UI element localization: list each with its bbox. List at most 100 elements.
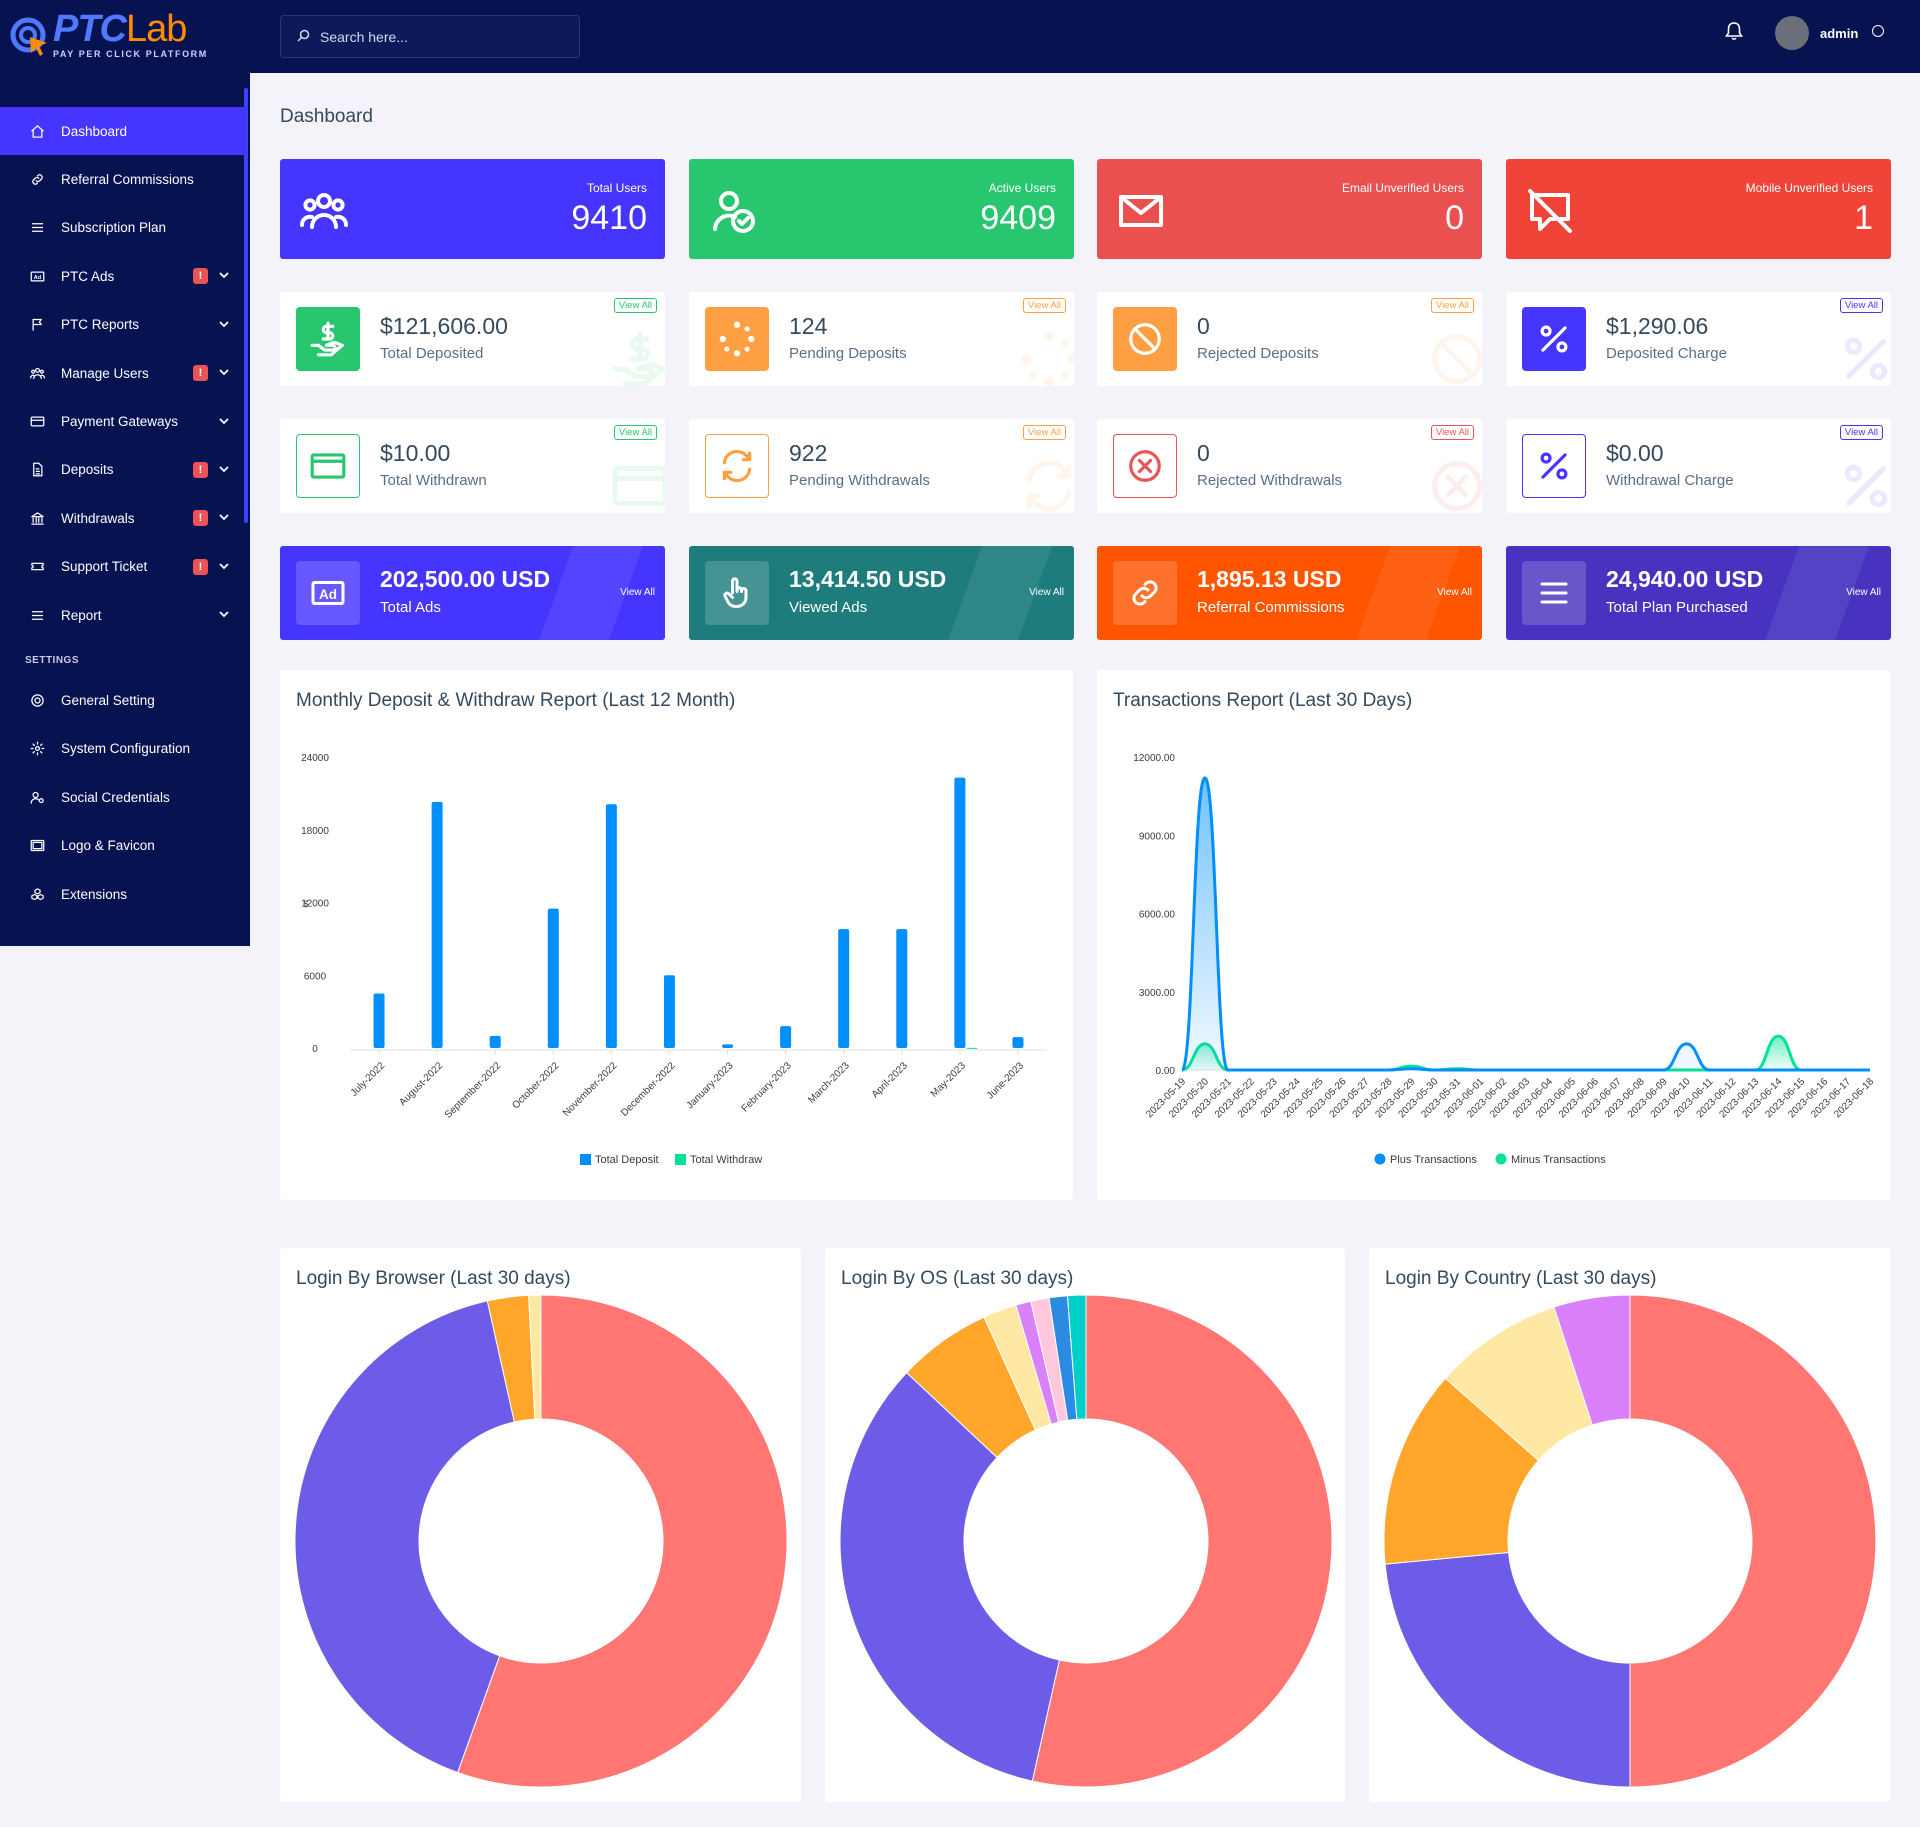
stat-card-total-users[interactable]: Total Users 9410 bbox=[280, 159, 665, 259]
list-icon bbox=[28, 220, 46, 236]
sidebar-item-extensions[interactable]: Extensions bbox=[0, 870, 250, 918]
sidebar-item-ptc-ads[interactable]: Ad PTC Ads! bbox=[0, 252, 250, 300]
donut-slice[interactable] bbox=[1066, 1294, 1087, 1420]
legend-label[interactable]: Minus Transactions bbox=[1511, 1154, 1606, 1166]
bar-total-deposit[interactable] bbox=[954, 777, 966, 1048]
bar-total-deposit[interactable] bbox=[663, 975, 675, 1048]
sidebar-item-label: Withdrawals bbox=[61, 510, 135, 526]
sidebar-item-dashboard[interactable]: Dashboard bbox=[0, 107, 246, 156]
stat-value: $121,606.00 bbox=[380, 313, 508, 339]
monthly-report-card: Monthly Deposit & Withdraw Report (Last … bbox=[280, 670, 1073, 1200]
chevron-down-icon[interactable] bbox=[219, 512, 229, 524]
donut-slice[interactable] bbox=[1384, 1551, 1631, 1788]
legend-swatch bbox=[675, 1154, 686, 1165]
view-all-button[interactable]: View All bbox=[1430, 298, 1474, 313]
stat-value: $1,290.06 bbox=[1606, 313, 1709, 339]
stat-value: 24,940.00 USD bbox=[1606, 566, 1764, 592]
bar-total-deposit[interactable] bbox=[373, 993, 385, 1048]
chevron-down-icon[interactable] bbox=[219, 561, 229, 573]
bar-total-deposit[interactable] bbox=[547, 908, 559, 1048]
y-axis-label: $ bbox=[303, 899, 308, 909]
bar-total-deposit[interactable] bbox=[605, 804, 617, 1048]
sidebar-item-subscription-plan[interactable]: Subscription Plan bbox=[0, 204, 250, 252]
view-all-button[interactable]: View All bbox=[1022, 425, 1066, 440]
legend-label[interactable]: Plus Transactions bbox=[1390, 1154, 1477, 1166]
search-input[interactable]: Search here... bbox=[320, 28, 408, 45]
bell-icon[interactable] bbox=[1725, 21, 1743, 46]
stat-card-total-ads: Ad 202,500.00 USD Total Ads View All bbox=[280, 546, 665, 640]
bar-total-withdraw[interactable] bbox=[966, 1047, 978, 1049]
sidebar-item-referral-commissions[interactable]: Referral Commissions bbox=[0, 155, 250, 203]
legend-label[interactable]: Total Deposit bbox=[595, 1154, 659, 1166]
legend-swatch bbox=[1374, 1153, 1386, 1165]
legend-label[interactable]: Total Withdraw bbox=[690, 1154, 762, 1166]
bar-total-deposit[interactable] bbox=[838, 929, 850, 1048]
view-all-button[interactable]: View All bbox=[1022, 298, 1066, 313]
view-all-button[interactable]: View All bbox=[1839, 425, 1883, 440]
bar-total-deposit[interactable] bbox=[489, 1035, 501, 1048]
sidebar-item-logo-favicon[interactable]: Logo & Favicon bbox=[0, 821, 250, 869]
search-box[interactable]: Search here... bbox=[280, 15, 580, 58]
os-donut-chart bbox=[839, 1294, 1333, 1788]
chevron-down-icon[interactable] bbox=[219, 367, 229, 379]
line-plus-transactions[interactable] bbox=[1180, 776, 1870, 1072]
donut-slice[interactable] bbox=[1383, 1377, 1540, 1565]
view-all-button[interactable]: View All bbox=[613, 425, 657, 440]
chevron-down-icon[interactable] bbox=[219, 464, 229, 476]
chevron-down-icon[interactable] bbox=[1872, 25, 1884, 37]
donut-slice[interactable] bbox=[839, 1371, 1060, 1782]
hand-dollar-icon bbox=[296, 307, 360, 371]
brand-logo[interactable]: PTCLab PAY PER CLICK PLATFORM bbox=[0, 0, 250, 73]
sidebar-item-withdrawals[interactable]: Withdrawals! bbox=[0, 494, 250, 542]
stat-label: Pending Deposits bbox=[789, 345, 907, 362]
donut-slice[interactable] bbox=[294, 1300, 515, 1774]
y-tick-label: 6000.00 bbox=[1139, 910, 1176, 921]
sidebar-item-system-configuration[interactable]: System Configuration bbox=[0, 725, 250, 773]
donut-slice[interactable] bbox=[1553, 1294, 1631, 1426]
avatar[interactable] bbox=[1775, 16, 1809, 50]
y-tick-label: 6000 bbox=[304, 971, 327, 982]
transactions-report-card: Transactions Report (Last 30 Days) 12000… bbox=[1097, 670, 1890, 1200]
stat-card-active-users[interactable]: Active Users 9409 bbox=[689, 159, 1074, 259]
chevron-down-icon[interactable] bbox=[219, 270, 229, 282]
view-all-button[interactable]: View All bbox=[620, 587, 655, 598]
country-login-title: Login By Country (Last 30 days) bbox=[1385, 1268, 1657, 1289]
sidebar-item-support-ticket[interactable]: Support Ticket! bbox=[0, 543, 250, 591]
sidebar-item-ptc-reports[interactable]: PTC Reports bbox=[0, 301, 250, 349]
view-all-button[interactable]: View All bbox=[1029, 587, 1064, 598]
view-all-button[interactable]: View All bbox=[1437, 587, 1472, 598]
view-all-button[interactable]: View All bbox=[1846, 587, 1881, 598]
bar-total-deposit[interactable] bbox=[896, 929, 908, 1048]
stat-card-email-unverified-users[interactable]: Email Unverified Users 0 bbox=[1097, 159, 1482, 259]
donut-slice[interactable] bbox=[1031, 1294, 1333, 1788]
chevron-down-icon[interactable] bbox=[219, 319, 229, 331]
view-all-button[interactable]: View All bbox=[613, 298, 657, 313]
users-icon bbox=[300, 187, 348, 240]
donut-slice[interactable] bbox=[457, 1294, 788, 1788]
bar-total-deposit[interactable] bbox=[1012, 1037, 1024, 1048]
bar-total-deposit[interactable] bbox=[431, 801, 443, 1048]
stat-card-mobile-unverified-users[interactable]: Mobile Unverified Users 1 bbox=[1506, 159, 1891, 259]
x-tick-label: January-2023 bbox=[685, 1060, 736, 1111]
chevron-down-icon[interactable] bbox=[219, 609, 229, 621]
bar-total-deposit[interactable] bbox=[780, 1026, 792, 1048]
stat-value: 0 bbox=[1197, 313, 1210, 339]
view-all-button[interactable]: View All bbox=[1430, 425, 1474, 440]
ad-icon: Ad bbox=[296, 561, 360, 625]
bar-total-deposit[interactable] bbox=[722, 1044, 734, 1048]
sidebar-item-report[interactable]: Report bbox=[0, 591, 250, 639]
chevron-down-icon[interactable] bbox=[219, 416, 229, 428]
sidebar-item-general-setting[interactable]: General Setting bbox=[0, 676, 250, 724]
sidebar-item-social-credentials[interactable]: Social Credentials bbox=[0, 773, 250, 821]
donut-slice[interactable] bbox=[528, 1294, 542, 1420]
donut-slice[interactable] bbox=[1629, 1294, 1877, 1788]
sidebar-item-label: General Setting bbox=[61, 692, 155, 708]
sidebar-item-manage-users[interactable]: Manage Users! bbox=[0, 349, 250, 397]
sidebar-item-deposits[interactable]: Deposits! bbox=[0, 446, 250, 494]
sidebar-scrollbar[interactable] bbox=[244, 88, 248, 523]
user-name[interactable]: admin bbox=[1820, 26, 1859, 41]
view-all-button[interactable]: View All bbox=[1839, 298, 1883, 313]
sidebar-item-payment-gateways[interactable]: Payment Gateways bbox=[0, 397, 250, 445]
os-login-card: Login By OS (Last 30 days) bbox=[825, 1248, 1345, 1802]
gear-icon bbox=[28, 741, 46, 757]
